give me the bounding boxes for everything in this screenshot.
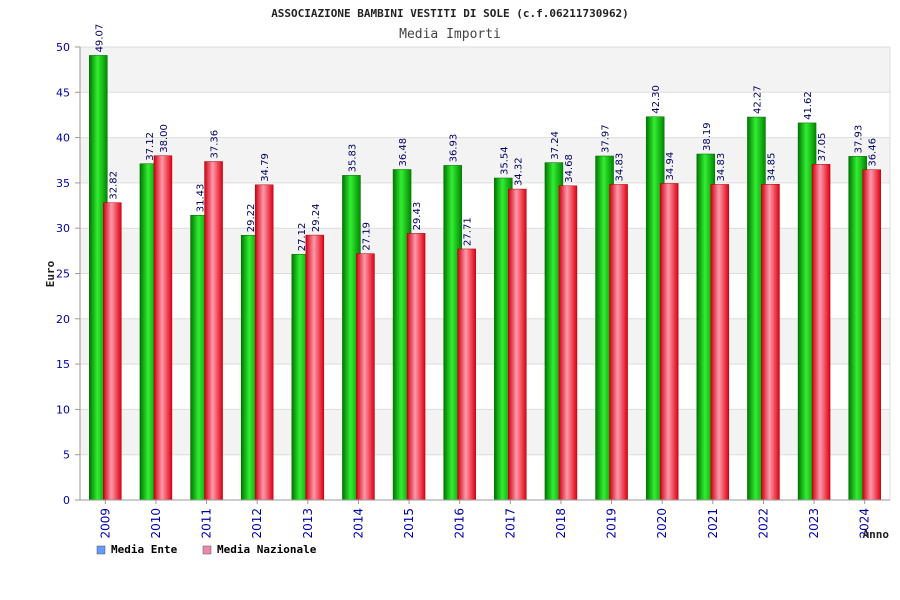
bar-value-label: 37.97 [601,124,612,153]
bar-value-label: 36.48 [398,138,409,167]
bar-media-nazionale [761,184,780,501]
bar-value-label: 37.24 [550,131,561,160]
x-tick-label: 2016 [453,508,467,539]
chart-subtitle: Media Importi [399,27,501,42]
bar-value-label: 37.93 [854,125,865,154]
plot-band [80,92,890,138]
bars: 49.07 32.82 37.12 38.00 31.43 37.36 29.22 34.79… [89,24,881,501]
y-tick-label: 10 [56,403,70,416]
legend: Media Ente Media Nazionale [96,543,317,556]
bar-value-label: 34.85 [766,153,777,182]
bar-value-label: 34.83 [615,153,626,182]
plot-band [80,47,890,93]
y-tick-label: 45 [56,86,70,99]
bar-value-label: 36.93 [449,134,460,163]
y-tick-label: 15 [56,358,70,371]
bar-media-nazionale [356,253,375,501]
y-tick-label: 5 [63,449,70,462]
x-tick-label: 2010 [149,508,163,539]
legend-swatch [202,545,212,555]
y-tick-label: 20 [56,313,70,326]
bar-value-label: 29.24 [311,203,322,232]
x-tick-label: 2023 [807,508,821,539]
bar-media-nazionale [558,185,578,501]
bar-value-label: 29.22 [246,204,257,233]
y-tick-label: 35 [56,177,70,190]
y-tick-label: 50 [56,41,70,54]
y-tick-label: 0 [63,494,70,507]
bar-value-label: 42.30 [651,85,662,114]
x-tick-label: 2015 [402,508,416,539]
y-axis: 0 5 10 15 20 25 30 35 40 45 50 [56,41,891,507]
legend-entry-label: Media Nazionale [217,543,317,556]
bar-value-label: 34.68 [564,154,575,183]
x-tick-label: 2022 [756,508,770,539]
bar-media-nazionale [609,184,628,501]
bar-value-label: 35.54 [499,146,510,175]
bar-value-label: 27.12 [297,223,308,252]
bar-value-label: 34.79 [260,153,271,182]
bar-value-label: 37.12 [145,132,156,161]
bar-media-nazionale [103,202,122,501]
bar-value-label: 34.32 [513,157,524,186]
bar-media-nazionale [457,248,476,501]
bar-value-label: 34.94 [665,152,676,181]
bar-media-nazionale [811,164,831,501]
x-tick-label: 2017 [503,508,517,539]
x-tick-label: 2021 [706,508,720,539]
bar-value-label: 31.43 [196,184,207,213]
x-tick-label: 2011 [200,508,214,539]
bar-value-label: 29.43 [412,202,423,231]
bar-value-label: 35.83 [347,144,358,173]
bar-media-nazionale [710,184,730,501]
bar-media-nazionale [254,184,274,501]
bar-media-nazionale [862,169,881,501]
bar-media-nazionale [305,234,325,501]
bar-value-label: 41.62 [803,91,814,120]
bar-value-label: 49.07 [94,24,105,53]
y-axis-label: Euro [44,260,57,287]
bar-value-label: 27.71 [463,217,474,246]
x-tick-label: 2014 [351,508,365,539]
bar-value-label: 34.83 [716,153,727,182]
x-axis: 2009 2010 2011 2012 2013 2014 2015 2016 2017 2018… [80,499,890,539]
x-tick-label: 2024 [858,508,872,539]
y-tick-label: 40 [56,132,70,145]
bar-media-nazionale [204,161,223,501]
bar-media-nazionale [406,233,426,501]
legend-swatch [96,545,106,555]
y-tick-label: 30 [56,222,70,235]
x-tick-label: 2009 [98,508,112,539]
bar-value-label: 38.19 [702,122,713,151]
bar-media-nazionale [153,155,173,501]
x-tick-label: 2019 [605,508,619,539]
bar-value-label: 37.36 [210,130,221,159]
bar-media-nazionale [659,183,679,501]
x-tick-label: 2020 [655,508,669,539]
bar-media-nazionale [508,188,527,501]
chart-title: ASSOCIAZIONE BAMBINI VESTITI DI SOLE (c.… [271,7,629,20]
y-tick-label: 25 [56,268,70,281]
legend-entry-label: Media Ente [111,543,178,556]
x-axis-label: Anno [863,528,890,541]
bar-value-label: 37.05 [817,133,828,162]
bar-value-label: 32.82 [108,171,119,200]
x-tick-label: 2012 [250,508,264,539]
bar-value-label: 42.27 [752,85,763,114]
bar-value-label: 27.19 [361,222,372,251]
bar-value-label: 38.00 [159,124,170,153]
x-tick-label: 2013 [301,508,315,539]
x-tick-label: 2018 [554,508,568,539]
bar-value-label: 36.46 [868,138,879,167]
